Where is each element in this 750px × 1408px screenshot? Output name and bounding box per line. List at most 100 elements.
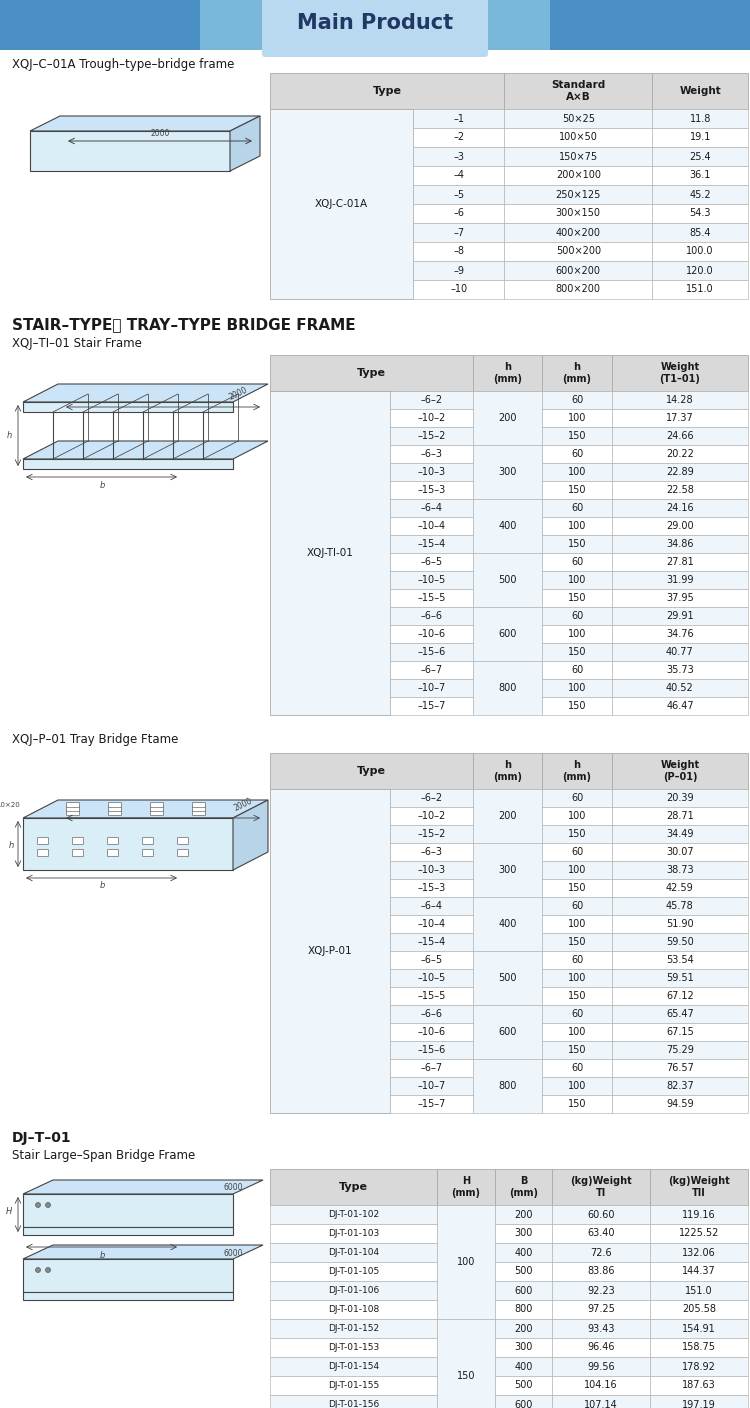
Bar [552,1281,650,1300]
Bar [652,242,748,260]
Bar [542,643,612,660]
Bar [612,1024,748,1041]
Bar [389,660,473,679]
Text: Type: Type [373,86,401,96]
Text: 97.25: 97.25 [587,1304,615,1315]
Text: 35.73: 35.73 [666,665,694,674]
Bar [389,391,473,408]
Bar [389,879,473,897]
Bar [495,1357,552,1376]
Polygon shape [23,818,233,870]
Bar [473,843,542,897]
Text: 67.15: 67.15 [666,1026,694,1038]
Text: 100: 100 [568,919,586,929]
Text: –15–5: –15–5 [417,593,446,603]
FancyBboxPatch shape [67,803,80,808]
Polygon shape [23,800,268,818]
Text: h
(mm): h (mm) [494,362,522,384]
Bar [652,260,748,280]
Text: 60: 60 [571,396,584,406]
Bar [473,445,542,498]
Text: 104.16: 104.16 [584,1380,618,1391]
Bar [652,184,748,204]
Bar [495,1243,552,1262]
Bar [612,625,748,643]
Bar [270,1224,437,1243]
Bar [389,788,473,807]
Text: 119.16: 119.16 [682,1209,716,1219]
Text: 150: 150 [568,593,586,603]
Text: 158.75: 158.75 [682,1342,716,1353]
Text: 60: 60 [571,558,584,567]
Bar [413,166,504,184]
Text: –10–6: –10–6 [417,1026,446,1038]
Text: 100: 100 [568,521,586,531]
Text: DJ-T-01-156: DJ-T-01-156 [328,1400,380,1408]
Bar [652,128,748,146]
Text: 300: 300 [499,865,517,874]
FancyBboxPatch shape [109,807,122,811]
Text: 100: 100 [568,629,586,639]
Bar [542,1077,612,1095]
Bar [542,788,612,807]
Text: 60: 60 [571,665,584,674]
Bar [542,934,612,950]
Bar [612,463,748,482]
Circle shape [35,1267,40,1273]
Bar [542,807,612,825]
Text: 400: 400 [499,919,517,929]
Bar [495,1395,552,1408]
Bar [270,1205,437,1224]
Text: –10–5: –10–5 [417,973,446,983]
Text: 59.50: 59.50 [666,936,694,948]
Text: 45.2: 45.2 [689,190,711,200]
Text: –7: –7 [453,228,464,238]
FancyBboxPatch shape [178,838,188,845]
Bar [542,862,612,879]
Bar [542,1024,612,1041]
Bar [552,1357,650,1376]
Bar [612,427,748,445]
Bar [437,1169,495,1205]
Bar [495,1338,552,1357]
Text: Type: Type [357,766,386,776]
Text: DJ-T-01-155: DJ-T-01-155 [328,1381,380,1390]
Text: –6–2: –6–2 [420,396,442,406]
Text: 2000: 2000 [232,797,254,812]
Bar [542,391,612,408]
Text: Weight
(P–01): Weight (P–01) [660,760,700,781]
Text: 2000: 2000 [150,130,170,138]
Text: 34.49: 34.49 [666,829,694,839]
Text: 200: 200 [514,1209,532,1219]
Bar [552,1205,650,1224]
Bar [612,825,748,843]
Text: 500: 500 [499,973,517,983]
Text: –4: –4 [453,170,464,180]
Text: 600: 600 [499,629,517,639]
Text: 60: 60 [571,1010,584,1019]
Circle shape [35,1202,40,1208]
Bar [650,1243,748,1262]
Text: Weight
(T1–01): Weight (T1–01) [659,362,700,384]
Bar [542,1095,612,1112]
Text: 400: 400 [514,1247,532,1257]
Text: 60: 60 [571,611,584,621]
Text: 100.0: 100.0 [686,246,714,256]
Text: 29.91: 29.91 [666,611,694,621]
Bar [270,1319,437,1338]
Text: 151.0: 151.0 [686,1286,712,1295]
Polygon shape [30,131,230,170]
Bar [612,950,748,969]
Bar [552,1262,650,1281]
Text: 42.59: 42.59 [666,883,694,893]
Bar [389,697,473,715]
Bar [389,625,473,643]
Text: –15–5: –15–5 [417,991,446,1001]
Bar [612,1005,748,1024]
Bar [542,987,612,1005]
Bar [652,146,748,166]
Text: DJ-T-01-108: DJ-T-01-108 [328,1305,380,1314]
Polygon shape [23,403,233,413]
Bar [389,1095,473,1112]
Text: –6–7: –6–7 [420,1063,442,1073]
